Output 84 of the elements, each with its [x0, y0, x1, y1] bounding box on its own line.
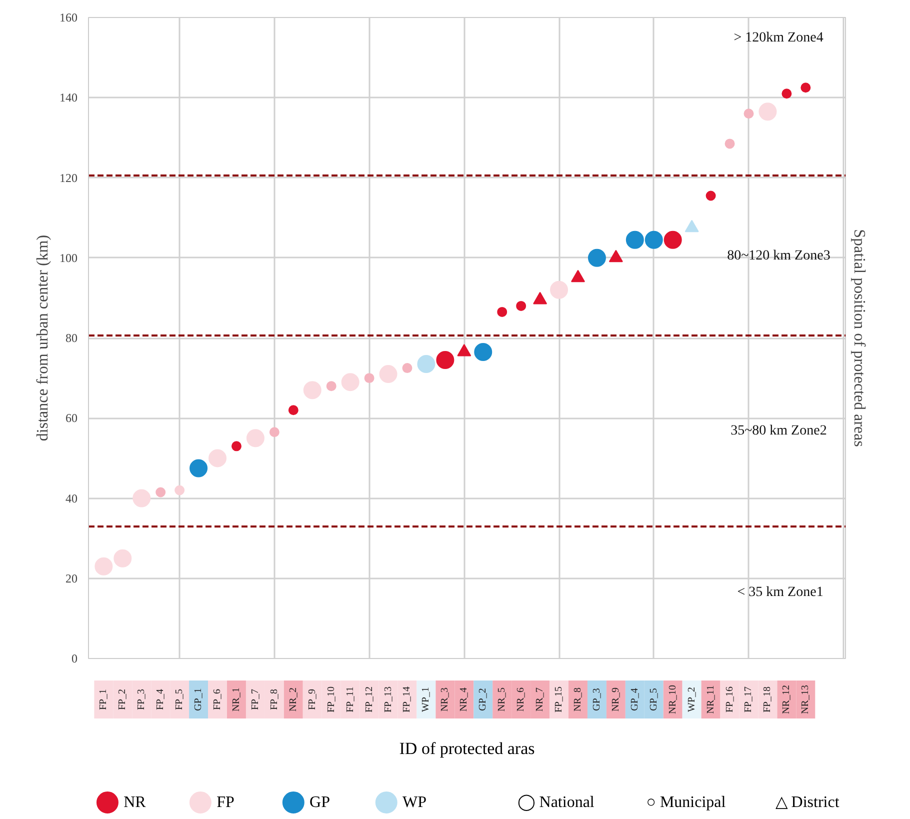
x-tick-label: FP_9	[306, 688, 318, 710]
x-tick-label: NR_5	[496, 688, 508, 712]
annotation: > 120km Zone4	[734, 30, 824, 46]
point	[303, 381, 322, 400]
x-tick-label: FP_3	[136, 688, 148, 710]
text: ◯ National	[517, 794, 595, 811]
point	[114, 549, 132, 568]
x-axis-title: ID of protected aras	[399, 739, 535, 758]
x-tick-label: FP_15	[554, 686, 565, 713]
point	[706, 190, 716, 201]
point	[341, 373, 360, 392]
y-tick-label: 160	[60, 10, 78, 24]
x-tick-label: FP_1	[98, 688, 110, 710]
x-tick-label: FP_7	[250, 688, 261, 710]
point	[417, 355, 436, 374]
x-tick-label: GP_1	[193, 688, 204, 711]
y-tick-label: 20	[66, 571, 78, 586]
y-tick-label: 60	[66, 411, 78, 426]
point	[758, 102, 777, 121]
y2-axis-title: Spatial position of protected areas	[850, 229, 868, 447]
x-tick-label: NR_3	[440, 688, 451, 712]
x-tick-label: NR_1	[230, 688, 242, 712]
point	[626, 230, 644, 249]
point	[246, 429, 264, 448]
x-tick-label: GP_4	[629, 688, 640, 711]
point	[588, 248, 606, 267]
x-tick-label: GP_3	[591, 688, 602, 711]
x-tick-label: GP_5	[648, 688, 660, 711]
x-tick-label: FP_10	[326, 686, 337, 713]
x-tick-label: FP_12	[364, 686, 375, 713]
point	[474, 343, 492, 362]
point	[644, 230, 663, 249]
point	[94, 557, 113, 576]
x-tick-label: NR_8	[572, 688, 584, 712]
x-tick-label: NR_6	[516, 688, 527, 712]
x-tick-label: FP_6	[212, 688, 224, 710]
annotation: 35~80 km Zone2	[730, 424, 827, 439]
y-tick-label: 120	[60, 170, 78, 185]
point	[190, 459, 208, 478]
legend-label: NR	[124, 794, 146, 811]
annotation: 80~120 km Zone3	[727, 248, 830, 264]
x-tick-label: FP_18	[762, 686, 774, 713]
point	[516, 300, 526, 311]
point	[782, 88, 792, 99]
text: △ District	[775, 794, 840, 811]
legend-label: FP	[216, 794, 234, 811]
x-tick-label: FP_4	[155, 688, 166, 710]
x-tick-label: FP_2	[117, 688, 128, 710]
x-tick-label: NR_13	[800, 685, 812, 714]
x-tick-label: FP_11	[344, 686, 356, 712]
point	[132, 489, 151, 508]
annotation: < 35 km Zone1	[737, 584, 824, 600]
point	[288, 405, 298, 416]
y-tick-label: 40	[66, 491, 78, 506]
y-tick-label: 80	[66, 331, 78, 345]
x-tick-label: FP_16	[724, 686, 736, 713]
legend-label: WP	[402, 794, 427, 811]
x-tick-label: NR_9	[610, 688, 622, 712]
legend-label: GP	[310, 794, 330, 811]
y-tick-label: 140	[60, 90, 78, 105]
x-tick-label: WP_1	[420, 687, 432, 712]
x-tick-label: FP_17	[743, 686, 754, 713]
text: ○ Municipal	[646, 794, 726, 811]
y-tick-label: 100	[60, 250, 78, 265]
x-tick-label: FP_8	[268, 688, 280, 710]
x-tick-label: NR_2	[288, 688, 299, 712]
x-tick-label: NR_4	[458, 688, 470, 712]
point	[550, 280, 568, 299]
point	[231, 441, 242, 452]
point	[379, 365, 398, 384]
x-tick-label: GP_2	[478, 688, 489, 711]
point	[497, 306, 508, 317]
x-tick-label: FP_14	[402, 686, 413, 713]
x-tick-label: NR_7	[534, 688, 546, 712]
x-tick-label: NR_10	[667, 685, 678, 714]
point	[208, 449, 227, 468]
x-tick-label: FP_5	[174, 688, 186, 710]
x-tick-label: NR_11	[705, 685, 716, 714]
point	[800, 82, 811, 93]
x-tick-label: WP_2	[686, 687, 698, 712]
x-tick-label: FP_13	[382, 686, 394, 713]
y-axis-title: distance from urban center (km)	[34, 234, 52, 442]
x-tick-label: NR_12	[781, 685, 792, 714]
y-tick-label: 0	[72, 652, 78, 666]
